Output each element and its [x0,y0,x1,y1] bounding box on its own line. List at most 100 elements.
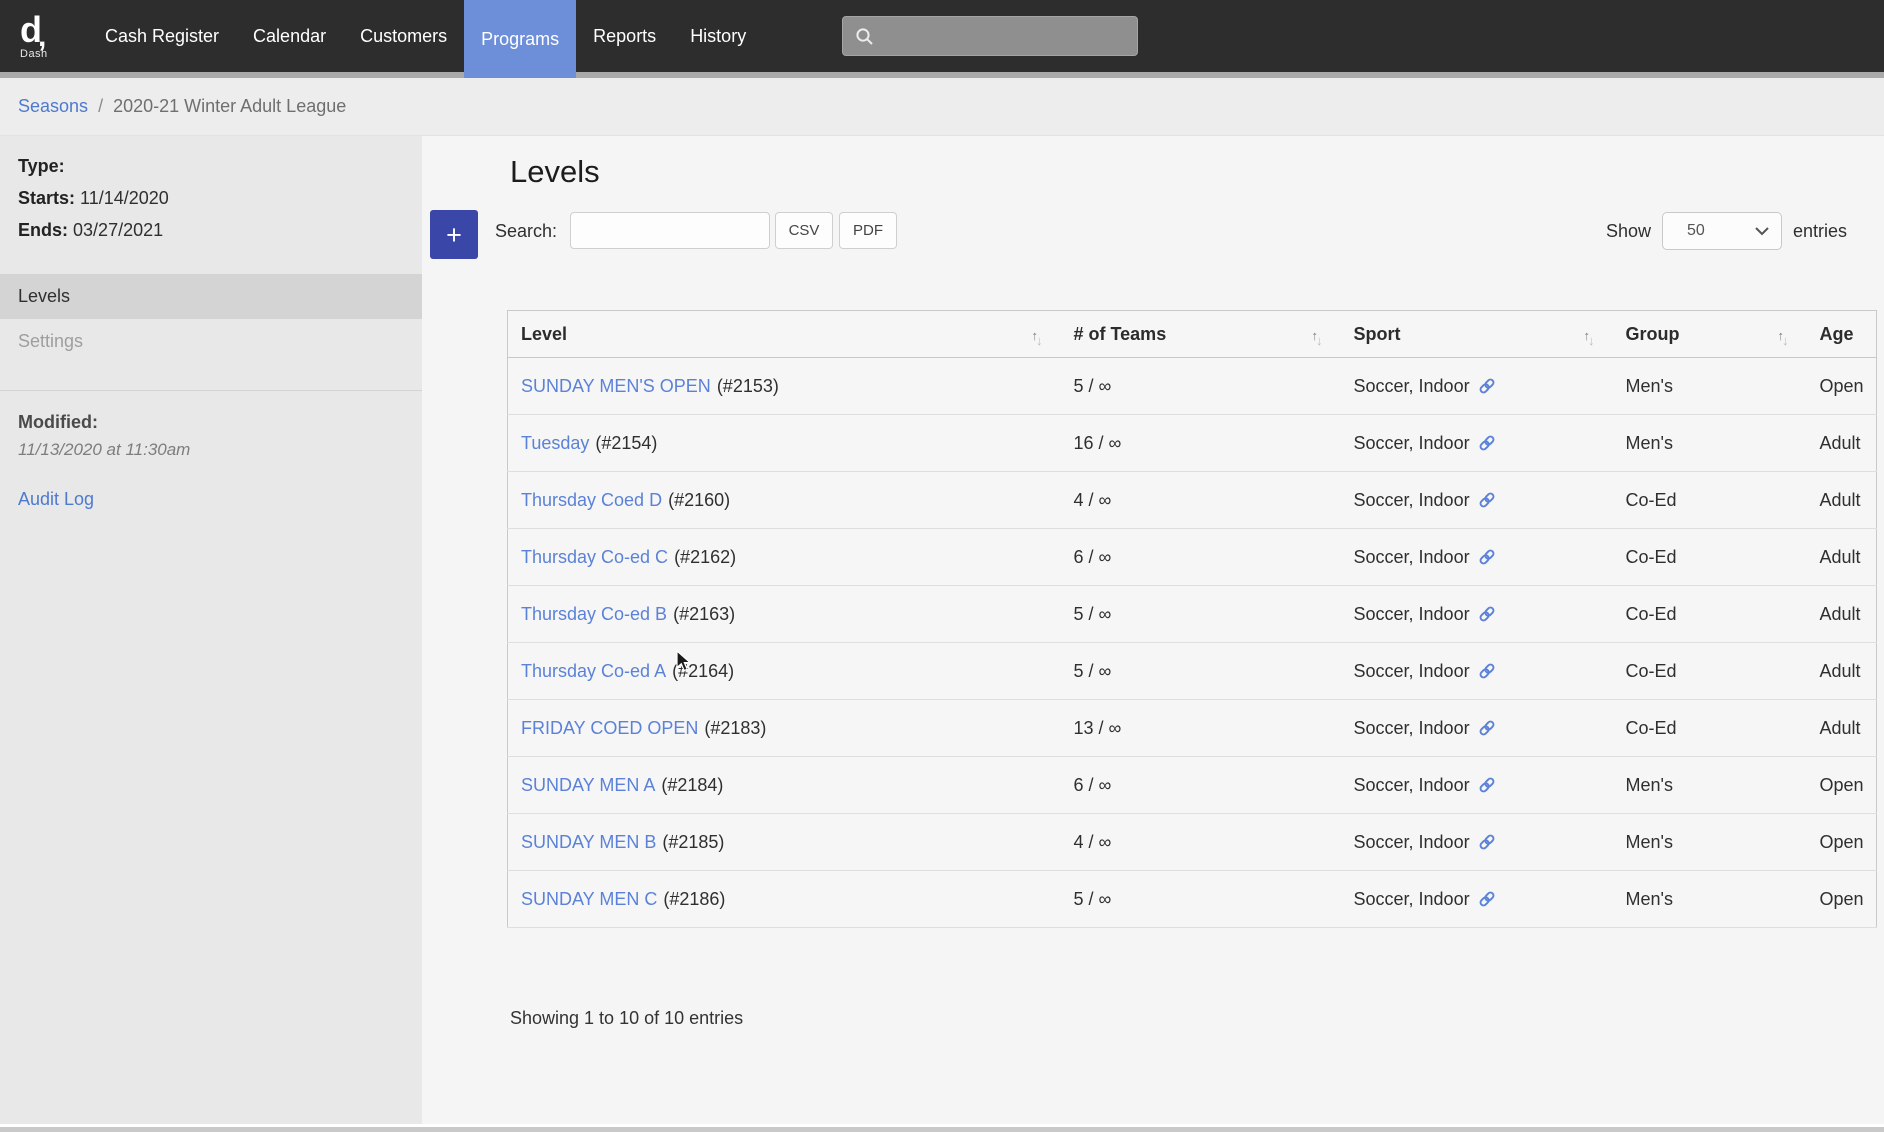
level-link[interactable]: Tuesday [521,432,590,453]
table-search-input[interactable] [570,212,770,249]
sort-arrows-icon[interactable]: ↑↓ [1777,327,1789,348]
audit-log-link[interactable]: Audit Log [18,489,95,509]
global-search-box[interactable] [842,16,1138,56]
age-cell: Adult [1806,585,1877,643]
level-link[interactable]: Thursday Coed D [521,489,663,510]
level-link[interactable]: SUNDAY MEN C [521,888,658,909]
sidebar-nav-item[interactable]: Settings [18,331,84,351]
sport-cell: Soccer, Indoor [1340,642,1613,700]
search-label: Search: [495,221,558,241]
level-link[interactable]: Thursday Co-ed A [521,660,667,681]
table-row: FRIDAY COED OPEN (#2183) 13 / ∞ Soccer, I… [507,699,1877,757]
column-header[interactable]: Sport ↑↓ [1340,310,1613,358]
season-starts: Starts: 11/14/2020 [18,188,169,208]
sidebar: Type: Starts: 11/14/2020 Ends: 03/27/202… [0,136,422,1124]
link-icon[interactable] [1478,491,1496,509]
table-row: SUNDAY MEN B (#2185) 4 / ∞ Soccer, Indoor [507,813,1877,871]
link-icon[interactable] [1478,890,1496,908]
level-id: (#2154) [595,432,658,453]
level-id: (#2163) [673,603,736,624]
dash-logo-tail: , [38,20,47,53]
modified-value: 11/13/2020 at 11:30am [18,440,191,459]
sport-cell: Soccer, Indoor [1340,585,1613,643]
teams-cell: 6 / ∞ [1060,756,1341,814]
level-link[interactable]: SUNDAY MEN'S OPEN [521,375,711,396]
level-link[interactable]: SUNDAY MEN B [521,831,657,852]
link-icon[interactable] [1478,548,1496,566]
pdf-export-button[interactable]: PDF [839,212,897,249]
sort-arrows-icon[interactable]: ↑↓ [1311,327,1323,348]
csv-export-button[interactable]: CSV [775,212,833,249]
link-icon[interactable] [1478,434,1496,452]
level-cell: SUNDAY MEN'S OPEN (#2153) [507,357,1061,415]
level-cell: Thursday Co-ed A (#2164) [507,642,1061,700]
column-header[interactable]: # of Teams ↑↓ [1060,310,1341,358]
sport-cell: Soccer, Indoor [1340,699,1613,757]
dash-logo[interactable]: d, Dash [0,12,88,60]
sport-cell: Soccer, Indoor [1340,756,1613,814]
level-id: (#2184) [661,774,724,795]
sidebar-nav-item[interactable]: Levels [0,274,422,319]
add-level-button[interactable]: + [430,210,478,259]
link-icon[interactable] [1478,605,1496,623]
level-id: (#2153) [716,375,779,396]
nav-menu: Cash Register Calendar Customers Program… [88,0,763,78]
teams-cell: 5 / ∞ [1060,357,1341,415]
level-cell: Thursday Coed D (#2160) [507,471,1061,529]
age-cell: Open [1806,357,1877,415]
table-header-row: Level ↑↓ # of Teams ↑↓ Sport ↑↓ [507,310,1877,358]
sort-arrows-icon[interactable]: ↑↓ [1583,327,1595,348]
global-search-input[interactable] [884,27,1124,45]
link-icon[interactable] [1478,833,1496,851]
table-entries-summary: Showing 1 to 10 of 10 entries [510,1008,744,1028]
show-entries-select[interactable]: 50 [1661,212,1782,250]
level-cell: Tuesday (#2154) [507,414,1061,472]
table-row: Thursday Co-ed C (#2162) 6 / ∞ Soccer, In… [507,528,1877,586]
season-meta: Type: Starts: 11/14/2020 Ends: 03/27/202… [0,136,422,246]
group-cell: Co-Ed [1612,585,1807,643]
breadcrumb-seasons-link[interactable]: Seasons [18,96,89,116]
group-cell: Men's [1612,357,1807,415]
nav-item[interactable]: Cash Register [105,25,220,46]
breadcrumb: Seasons / 2020-21 Winter Adult League [0,78,1884,136]
nav-item[interactable]: Calendar [253,25,327,46]
nav-item[interactable]: Programs [464,0,577,78]
link-icon[interactable] [1478,662,1496,680]
group-cell: Men's [1612,870,1807,928]
teams-cell: 6 / ∞ [1060,528,1341,586]
age-cell: Adult [1806,642,1877,700]
age-cell: Adult [1806,699,1877,757]
age-cell: Adult [1806,414,1877,472]
table-row: Tuesday (#2154) 16 / ∞ Soccer, Indoor [507,414,1877,472]
level-link[interactable]: Thursday Co-ed C [521,546,669,567]
nav-item[interactable]: History [690,25,747,46]
modified-block: Modified: 11/13/2020 at 11:30am [0,391,422,465]
link-icon[interactable] [1478,377,1496,395]
entries-label: entries [1792,220,1847,241]
top-navbar: d, Dash Cash Register Calendar Customers… [0,0,1884,78]
level-link[interactable]: SUNDAY MEN A [521,774,656,795]
nav-item[interactable]: Customers [360,25,448,46]
column-header[interactable]: Group ↑↓ [1612,310,1807,358]
chevron-down-icon [1755,227,1769,236]
link-icon[interactable] [1478,719,1496,737]
link-icon[interactable] [1478,776,1496,794]
age-cell: Open [1806,813,1877,871]
level-cell: SUNDAY MEN B (#2185) [507,813,1061,871]
nav-item[interactable]: Reports [593,25,657,46]
level-link[interactable]: FRIDAY COED OPEN [521,717,699,738]
level-id: (#2186) [663,888,726,909]
level-link[interactable]: Thursday Co-ed B [521,603,668,624]
teams-cell: 16 / ∞ [1060,414,1341,472]
season-type: Type: [18,156,65,176]
page-title: Levels [510,154,600,189]
level-id: (#2160) [668,489,731,510]
sort-arrows-icon[interactable]: ↑↓ [1031,327,1043,348]
level-id: (#2164) [672,660,735,681]
group-cell: Men's [1612,813,1807,871]
column-header[interactable]: Level ↑↓ [507,310,1061,358]
dash-logo-glyph: d [20,9,42,50]
table-row: Thursday Co-ed A (#2164) 5 / ∞ Soccer, In… [507,642,1877,700]
sport-cell: Soccer, Indoor [1340,528,1613,586]
column-header[interactable]: Age ↑↓ [1806,310,1877,358]
